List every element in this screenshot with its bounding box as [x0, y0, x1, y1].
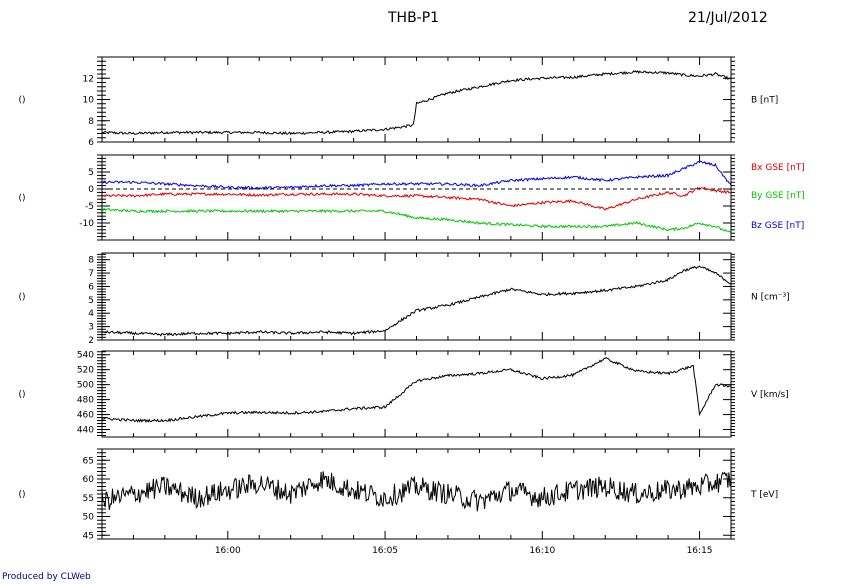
series-label: N [cm⁻³]: [751, 293, 790, 303]
y-tick-label: -10: [79, 219, 94, 229]
y-tick-label: 50: [83, 513, 95, 523]
series-label: T [eV]: [750, 490, 778, 500]
y-tick-label: 540: [77, 351, 94, 361]
y-tick-label: 2: [88, 336, 94, 346]
series-line-bx-gse-nt-: [101, 186, 732, 211]
y-tick-label: 12: [83, 74, 94, 84]
panel-2-frame: [101, 154, 732, 241]
series-line-bz-gse-nt-: [101, 160, 732, 190]
y-tick-label: 6: [88, 138, 94, 148]
y-tick-label: 65: [83, 456, 94, 466]
y-tick-label: 45: [83, 531, 94, 541]
panel-3-frame: [101, 252, 732, 341]
panel-3-left-label: (): [18, 293, 25, 303]
x-tick-label: 16:05: [372, 546, 398, 556]
panel-5-left-label: (): [18, 490, 25, 500]
y-tick-label: 0: [88, 185, 94, 195]
panel-1-frame: [101, 56, 732, 143]
series-label: B [nT]: [751, 96, 778, 106]
x-tick-label: 16:10: [529, 546, 555, 556]
x-tick-label: 16:00: [215, 546, 241, 556]
series-label: Bz GSE [nT]: [751, 221, 804, 231]
series-line-v-km-s-: [101, 356, 731, 423]
y-tick-label: 3: [88, 323, 94, 333]
chart-date: 21/Jul/2012: [688, 10, 768, 26]
y-tick-label: 5: [88, 168, 94, 178]
panel-1-left-label: (): [18, 96, 25, 106]
panel-2-left-label: (): [18, 194, 25, 204]
y-tick-label: 520: [77, 366, 94, 376]
chart-title: THB-P1: [388, 10, 440, 26]
y-tick-label: 4: [88, 309, 94, 319]
y-tick-label: 8: [88, 117, 94, 127]
series-line-n-cm-3-: [101, 265, 732, 337]
series-line-by-gse-nt-: [101, 207, 732, 234]
panel-5-frame: [101, 448, 732, 540]
y-tick-label: 480: [77, 396, 94, 406]
produced-by-credit: Produced by CLWeb: [2, 572, 91, 582]
series-line-t-ev-: [101, 471, 732, 512]
series-label: Bx GSE [nT]: [751, 163, 805, 173]
series-label: V [km/s]: [751, 390, 789, 400]
panel-4-left-label: (): [18, 390, 25, 400]
y-tick-label: 60: [83, 475, 95, 485]
panel-4-frame: [101, 350, 732, 438]
y-tick-label: 6: [88, 282, 94, 292]
y-tick-label: 440: [77, 426, 94, 436]
y-tick-label: 8: [88, 256, 94, 266]
series-line-b-nt-: [101, 70, 732, 135]
y-tick-label: 55: [83, 494, 94, 504]
y-tick-label: 460: [77, 411, 94, 421]
x-tick-label: 16:15: [687, 546, 713, 556]
y-tick-label: 10: [83, 96, 95, 106]
y-tick-label: 7: [88, 269, 94, 279]
y-tick-label: 500: [77, 381, 94, 391]
y-tick-label: -5: [85, 202, 94, 212]
series-label: By GSE [nT]: [751, 191, 805, 201]
y-tick-label: 5: [88, 296, 94, 306]
